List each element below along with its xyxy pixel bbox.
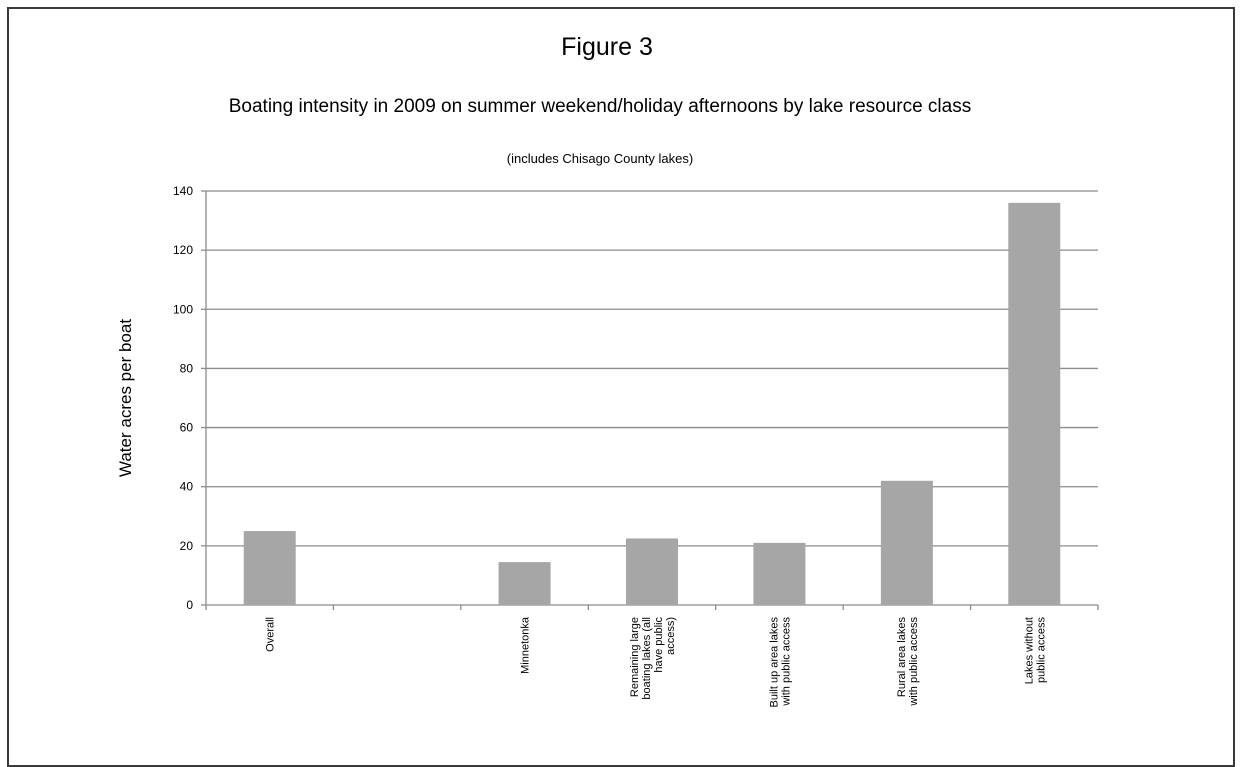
x-category-label: Remaining large xyxy=(629,617,641,697)
y-tick-label: 20 xyxy=(180,539,194,553)
x-category-label: Minnetonka xyxy=(520,616,532,674)
y-axis-title: Water acres per boat xyxy=(116,319,135,477)
x-category-label: Overall xyxy=(265,617,277,652)
x-category-label: Built up area lakes xyxy=(768,617,780,708)
x-category-label: Rural area lakes xyxy=(896,617,908,698)
y-tick-label: 140 xyxy=(173,184,193,198)
bar xyxy=(880,480,933,605)
y-tick-label: 80 xyxy=(180,361,194,375)
bar xyxy=(626,538,678,605)
bar xyxy=(753,542,806,605)
x-category-label: with public access xyxy=(780,617,792,707)
y-tick-label: 0 xyxy=(186,598,193,612)
figure-label: Figure 3 xyxy=(561,33,653,61)
chart-title: Boating intensity in 2009 on summer week… xyxy=(228,96,972,117)
y-tick-label: 60 xyxy=(180,421,194,435)
bar xyxy=(498,562,551,605)
y-tick-label: 40 xyxy=(180,480,194,494)
bar xyxy=(243,531,296,605)
x-category-label: access) xyxy=(665,617,677,655)
x-category-label: Lakes without xyxy=(1023,617,1035,684)
x-category-label: boating lakes (all xyxy=(641,617,653,700)
x-category-label: with public access xyxy=(908,617,920,707)
y-tick-label: 100 xyxy=(173,302,193,316)
x-category-label: have public xyxy=(653,617,665,673)
bar xyxy=(1008,202,1061,606)
x-category-label: public access xyxy=(1035,617,1047,684)
chart-subtitle: (includes Chisago County lakes) xyxy=(506,151,694,166)
y-tick-label: 120 xyxy=(173,243,193,257)
